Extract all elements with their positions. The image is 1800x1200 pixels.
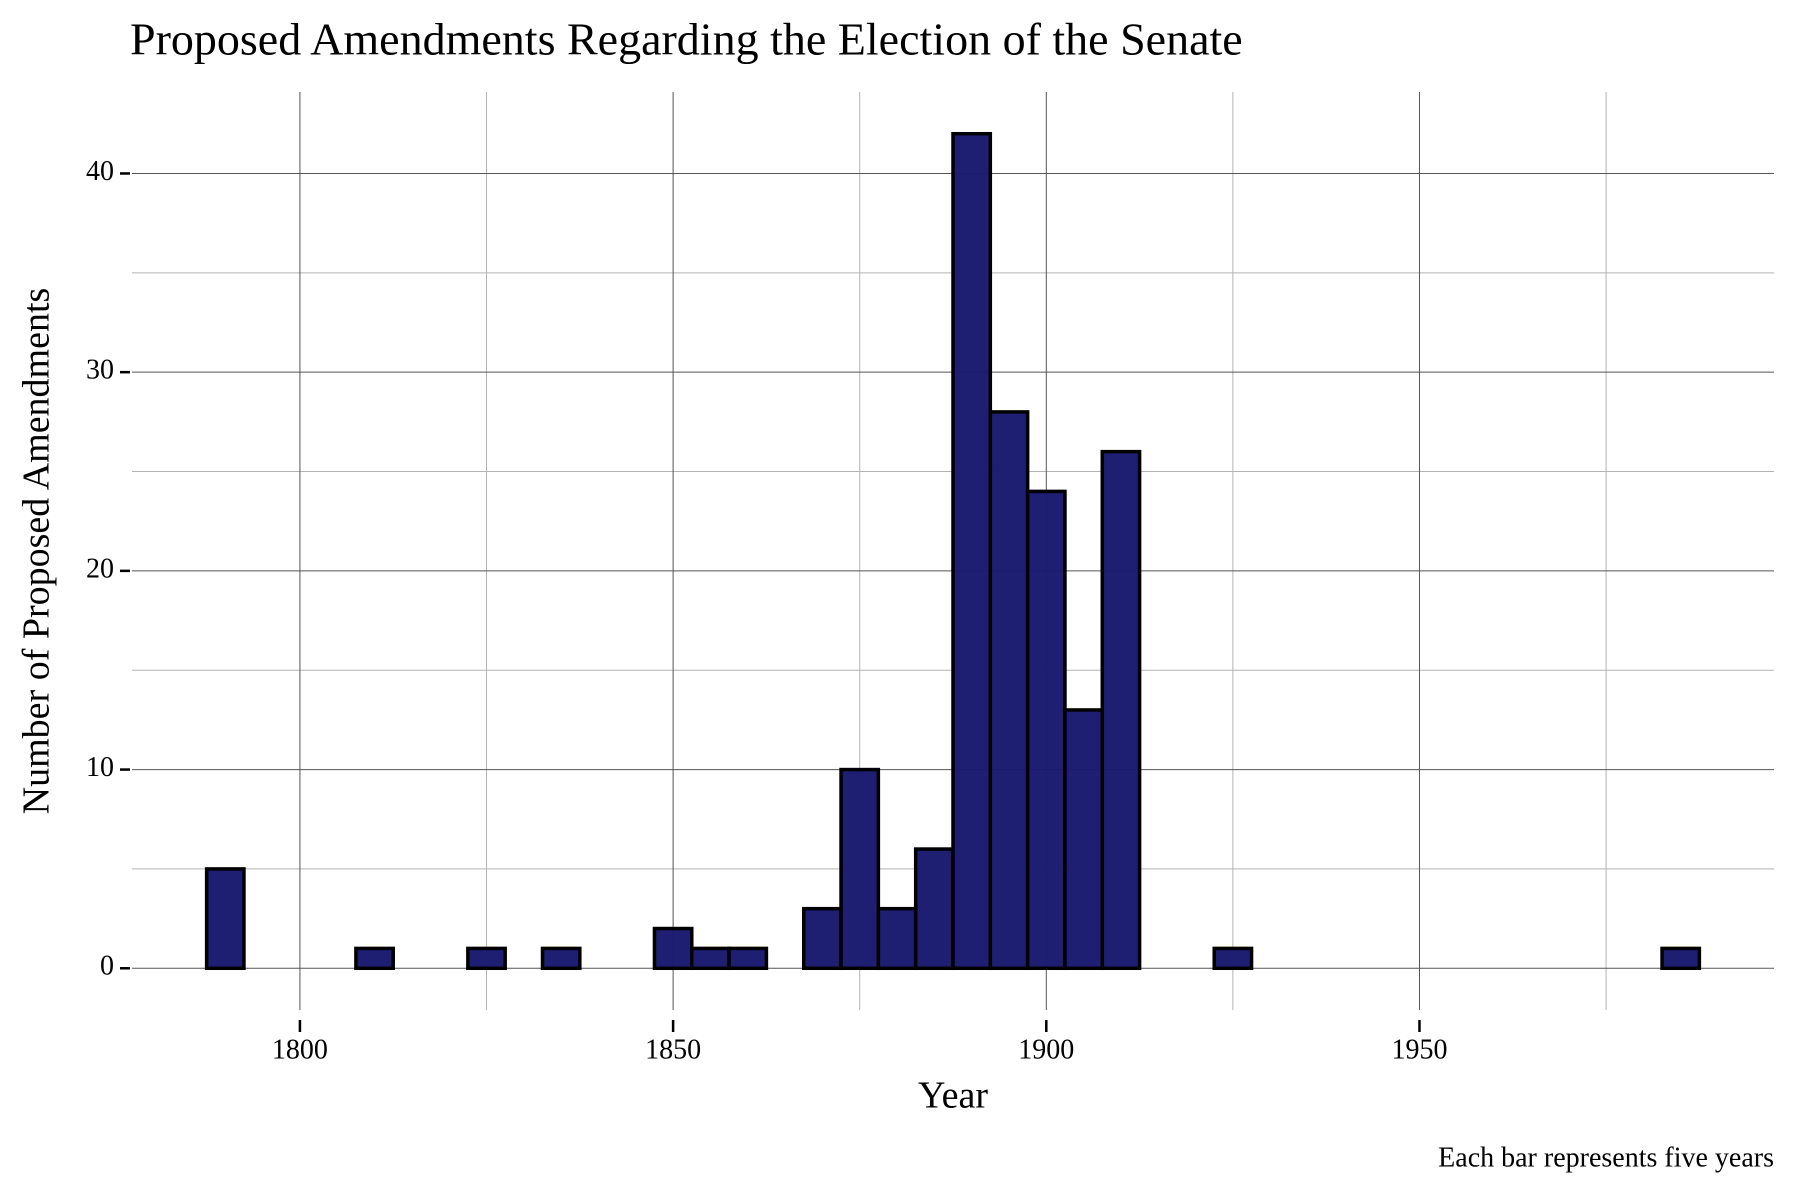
bar xyxy=(727,946,769,971)
x-tick-label: 1850 xyxy=(645,1034,701,1065)
bar xyxy=(1100,449,1142,971)
x-tick-label: 1950 xyxy=(1391,1034,1447,1065)
bar xyxy=(801,906,843,971)
caption: Each bar represents five years xyxy=(1438,1142,1774,1173)
x-axis-label: Year xyxy=(918,1075,988,1117)
y-axis-label: Number of Proposed Amendments xyxy=(16,288,58,815)
bar xyxy=(913,847,955,971)
chart-title: Proposed Amendments Regarding the Electi… xyxy=(130,14,1243,65)
y-tick-label: 40 xyxy=(86,156,114,187)
bar xyxy=(540,946,582,971)
bar xyxy=(839,767,881,971)
bar xyxy=(1212,946,1254,971)
y-tick-label: 20 xyxy=(86,553,114,584)
bar xyxy=(652,926,694,971)
bar xyxy=(1025,489,1067,971)
y-tick-label: 10 xyxy=(86,752,114,783)
bar xyxy=(690,946,731,971)
x-tick-label: 1800 xyxy=(272,1034,328,1065)
x-tick-label: 1900 xyxy=(1018,1034,1074,1065)
bar xyxy=(466,946,507,971)
bar xyxy=(876,906,918,971)
bar xyxy=(951,131,993,971)
bar xyxy=(1063,708,1105,971)
bar xyxy=(354,946,395,971)
bar xyxy=(1660,946,1702,971)
bar xyxy=(204,867,246,971)
y-tick-label: 30 xyxy=(86,355,114,386)
y-tick-label: 0 xyxy=(100,951,114,982)
bar xyxy=(988,410,1030,971)
